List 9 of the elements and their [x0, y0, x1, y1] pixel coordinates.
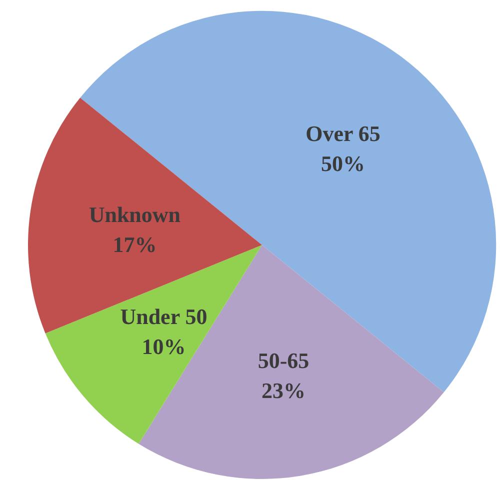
- data-label: 50%: [320, 150, 365, 176]
- pie-slice: [28, 98, 262, 334]
- data-label: 23%: [261, 378, 306, 403]
- slice-label: 50-65: [258, 348, 310, 373]
- slice-label: Unknown: [88, 202, 181, 228]
- data-label: 17%: [112, 232, 157, 258]
- slice-label: Under 50: [120, 304, 208, 330]
- slice-label: Over 65: [306, 120, 380, 146]
- data-label: 10%: [142, 334, 186, 360]
